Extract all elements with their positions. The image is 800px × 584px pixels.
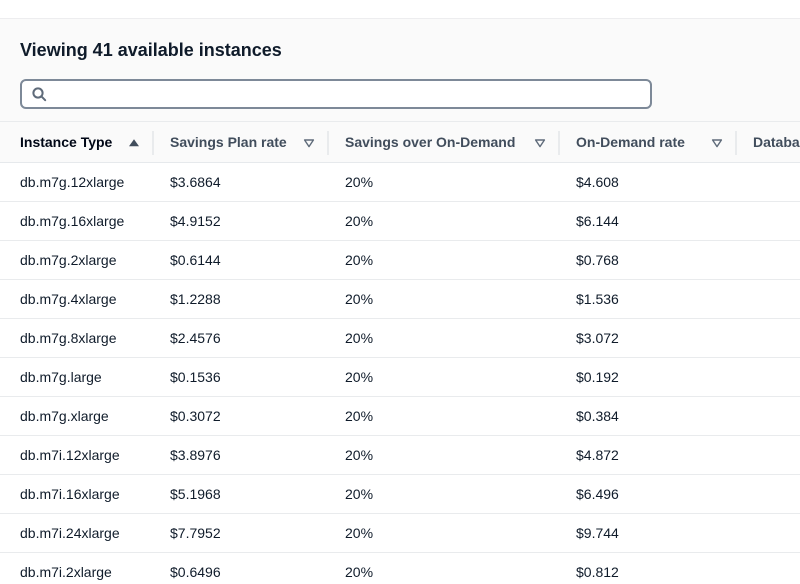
table-row: db.m7g.12xlarge $3.6864 20% $4.608: [0, 163, 800, 202]
cell-database-engine: [735, 202, 800, 241]
cell-database-engine: [735, 436, 800, 475]
cell-savings-over-on-demand: 20%: [327, 475, 558, 514]
cell-savings-over-on-demand: 20%: [327, 358, 558, 397]
cell-savings-over-on-demand: 20%: [327, 397, 558, 436]
table-row: db.m7i.24xlarge $7.7952 20% $9.744: [0, 514, 800, 553]
cell-savings-plan-rate: $7.7952: [152, 514, 327, 553]
cell-database-engine: [735, 553, 800, 584]
cell-on-demand-rate: $6.144: [558, 202, 735, 241]
column-header-savings-over-on-demand[interactable]: Savings over On-Demand: [327, 121, 558, 163]
cell-savings-over-on-demand: 20%: [327, 319, 558, 358]
sortable-column-icon: [711, 136, 723, 148]
column-header-database-engine[interactable]: Databas: [735, 121, 800, 163]
column-header-instance-type[interactable]: Instance Type: [0, 121, 152, 163]
cell-database-engine: [735, 514, 800, 553]
cell-database-engine: [735, 241, 800, 280]
column-header-on-demand-rate[interactable]: On-Demand rate: [558, 121, 735, 163]
cell-instance-type: db.m7g.large: [0, 358, 152, 397]
column-header-label: Savings Plan rate: [170, 134, 287, 150]
table-row: db.m7g.4xlarge $1.2288 20% $1.536: [0, 280, 800, 319]
cell-savings-over-on-demand: 20%: [327, 553, 558, 584]
instances-panel: Viewing 41 available instances Instance …: [0, 18, 800, 584]
cell-database-engine: [735, 163, 800, 202]
cell-savings-over-on-demand: 20%: [327, 280, 558, 319]
table-row: db.m7g.8xlarge $2.4576 20% $3.072: [0, 319, 800, 358]
cell-instance-type: db.m7g.4xlarge: [0, 280, 152, 319]
table-row: db.m7g.2xlarge $0.6144 20% $0.768: [0, 241, 800, 280]
cell-savings-over-on-demand: 20%: [327, 241, 558, 280]
cell-on-demand-rate: $0.192: [558, 358, 735, 397]
table-row: db.m7g.16xlarge $4.9152 20% $6.144: [0, 202, 800, 241]
table-header-row: Instance Type Savings Plan rate: [0, 121, 800, 163]
search-input[interactable]: [20, 79, 652, 109]
cell-savings-plan-rate: $3.8976: [152, 436, 327, 475]
column-header-label: Savings over On-Demand: [345, 134, 516, 150]
cell-savings-over-on-demand: 20%: [327, 163, 558, 202]
table-row: db.m7g.large $0.1536 20% $0.192: [0, 358, 800, 397]
table-row: db.m7g.xlarge $0.3072 20% $0.384: [0, 397, 800, 436]
cell-savings-plan-rate: $2.4576: [152, 319, 327, 358]
cell-on-demand-rate: $3.072: [558, 319, 735, 358]
cell-on-demand-rate: $9.744: [558, 514, 735, 553]
cell-database-engine: [735, 280, 800, 319]
cell-savings-plan-rate: $1.2288: [152, 280, 327, 319]
sortable-column-icon: [303, 136, 315, 148]
cell-instance-type: db.m7i.24xlarge: [0, 514, 152, 553]
cell-instance-type: db.m7g.8xlarge: [0, 319, 152, 358]
search-box: [20, 79, 652, 109]
cell-instance-type: db.m7i.16xlarge: [0, 475, 152, 514]
cell-on-demand-rate: $0.384: [558, 397, 735, 436]
column-header-savings-plan-rate[interactable]: Savings Plan rate: [152, 121, 327, 163]
sortable-column-icon: [534, 136, 546, 148]
cell-savings-over-on-demand: 20%: [327, 514, 558, 553]
column-header-label: On-Demand rate: [576, 134, 685, 150]
cell-instance-type: db.m7g.16xlarge: [0, 202, 152, 241]
cell-on-demand-rate: $0.812: [558, 553, 735, 584]
cell-database-engine: [735, 397, 800, 436]
cell-savings-plan-rate: $0.3072: [152, 397, 327, 436]
sort-ascending-icon: [128, 136, 140, 148]
cell-savings-plan-rate: $0.6496: [152, 553, 327, 584]
cell-savings-plan-rate: $4.9152: [152, 202, 327, 241]
cell-on-demand-rate: $4.608: [558, 163, 735, 202]
page-title: Viewing 41 available instances: [20, 40, 282, 60]
table-row: db.m7i.16xlarge $5.1968 20% $6.496: [0, 475, 800, 514]
instances-table: Instance Type Savings Plan rate: [0, 121, 800, 584]
cell-instance-type: db.m7g.12xlarge: [0, 163, 152, 202]
cell-database-engine: [735, 475, 800, 514]
cell-on-demand-rate: $6.496: [558, 475, 735, 514]
cell-instance-type: db.m7g.2xlarge: [0, 241, 152, 280]
cell-instance-type: db.m7i.12xlarge: [0, 436, 152, 475]
cell-on-demand-rate: $1.536: [558, 280, 735, 319]
cell-savings-over-on-demand: 20%: [327, 436, 558, 475]
cell-database-engine: [735, 358, 800, 397]
cell-instance-type: db.m7i.2xlarge: [0, 553, 152, 584]
cell-instance-type: db.m7g.xlarge: [0, 397, 152, 436]
column-header-label: Databas: [753, 134, 800, 150]
cell-on-demand-rate: $0.768: [558, 241, 735, 280]
cell-savings-plan-rate: $0.1536: [152, 358, 327, 397]
table-body: db.m7g.12xlarge $3.6864 20% $4.608 db.m7…: [0, 163, 800, 584]
cell-on-demand-rate: $4.872: [558, 436, 735, 475]
cell-database-engine: [735, 319, 800, 358]
column-header-label: Instance Type: [20, 134, 113, 150]
cell-savings-plan-rate: $3.6864: [152, 163, 327, 202]
table-row: db.m7i.2xlarge $0.6496 20% $0.812: [0, 553, 800, 584]
cell-savings-plan-rate: $0.6144: [152, 241, 327, 280]
cell-savings-over-on-demand: 20%: [327, 202, 558, 241]
cell-savings-plan-rate: $5.1968: [152, 475, 327, 514]
table-header-section: Viewing 41 available instances: [0, 19, 800, 121]
table-row: db.m7i.12xlarge $3.8976 20% $4.872: [0, 436, 800, 475]
